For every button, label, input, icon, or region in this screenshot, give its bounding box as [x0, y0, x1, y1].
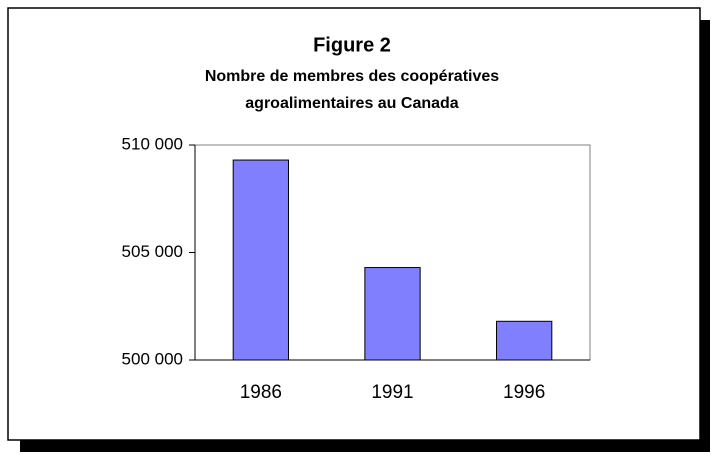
x-tick-label: 1991	[371, 382, 413, 403]
y-tick-label: 505 000	[122, 242, 183, 261]
x-tick-label: 1986	[240, 382, 282, 403]
bar	[496, 320, 553, 361]
y-tick-label: 500 000	[122, 349, 183, 368]
chart-title: Figure 2	[313, 34, 391, 56]
bar	[232, 159, 289, 361]
y-tick-label: 510 000	[122, 134, 183, 153]
chart-subtitle: agroalimentaires au Canada	[245, 95, 459, 112]
x-tick-label: 1996	[503, 382, 545, 403]
bar	[364, 267, 421, 361]
chart-subtitle: Nombre de membres des coopératives	[205, 68, 499, 85]
